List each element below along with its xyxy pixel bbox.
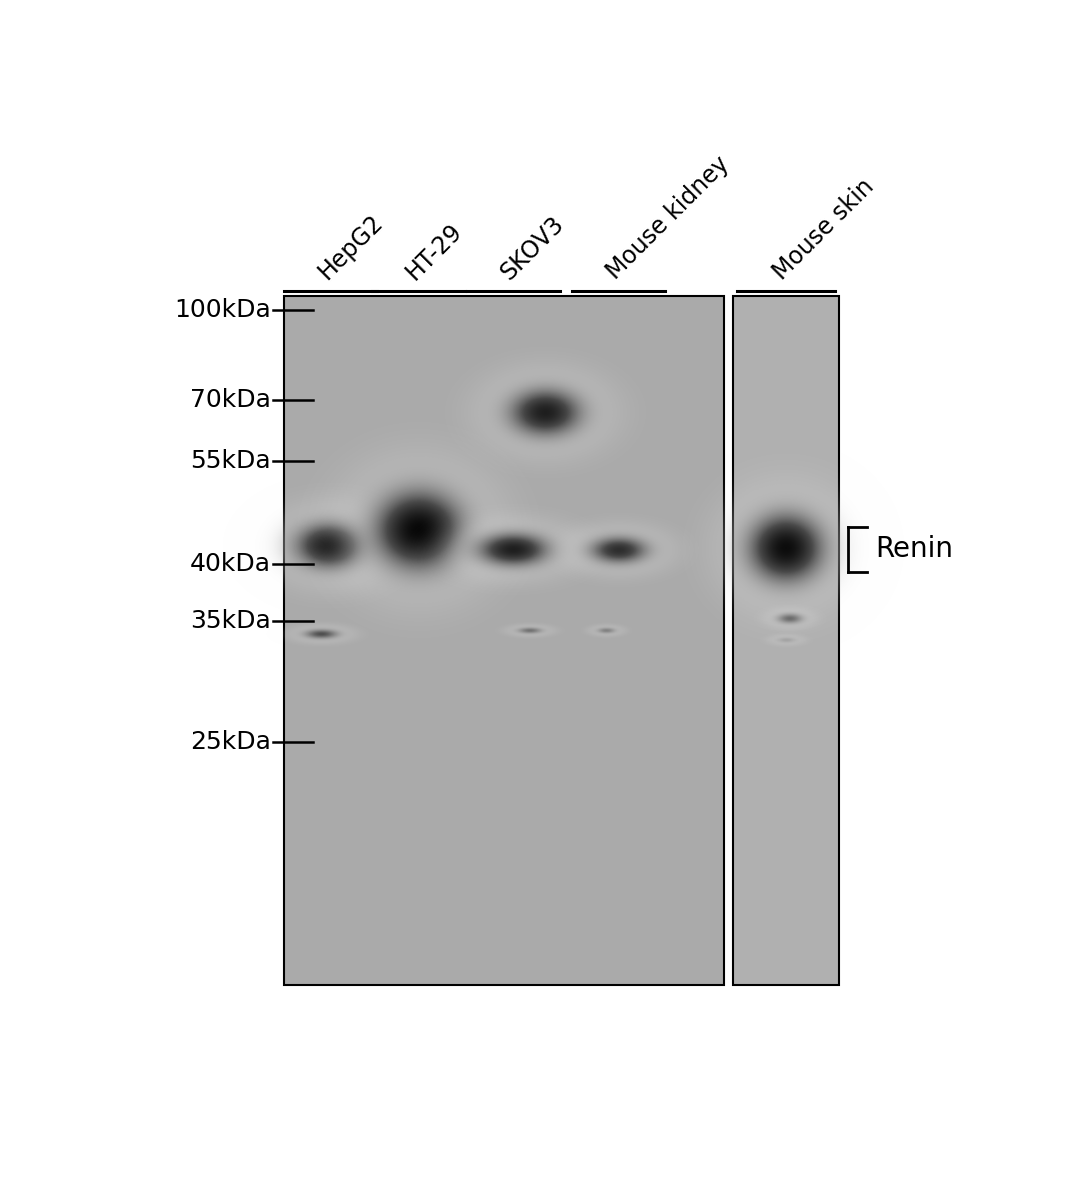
Text: 70kDa: 70kDa <box>190 388 271 411</box>
Text: 55kDa: 55kDa <box>190 449 271 473</box>
Text: Mouse skin: Mouse skin <box>769 174 879 285</box>
Text: 100kDa: 100kDa <box>174 298 271 322</box>
Text: 25kDa: 25kDa <box>190 730 271 754</box>
Bar <box>733 296 839 985</box>
Text: 40kDa: 40kDa <box>190 552 271 576</box>
Text: SKOV3: SKOV3 <box>496 212 569 285</box>
Text: 35kDa: 35kDa <box>190 609 271 632</box>
Text: HepG2: HepG2 <box>313 210 388 285</box>
Text: Mouse kidney: Mouse kidney <box>602 152 733 285</box>
Bar <box>284 296 724 985</box>
Text: Renin: Renin <box>875 535 954 563</box>
Text: HT-29: HT-29 <box>402 219 468 285</box>
